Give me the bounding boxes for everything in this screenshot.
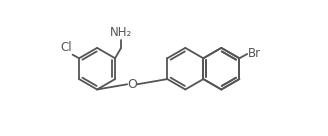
Text: Cl: Cl xyxy=(60,41,72,54)
Text: Br: Br xyxy=(248,47,261,60)
Text: O: O xyxy=(127,78,137,91)
Text: NH₂: NH₂ xyxy=(110,26,132,39)
